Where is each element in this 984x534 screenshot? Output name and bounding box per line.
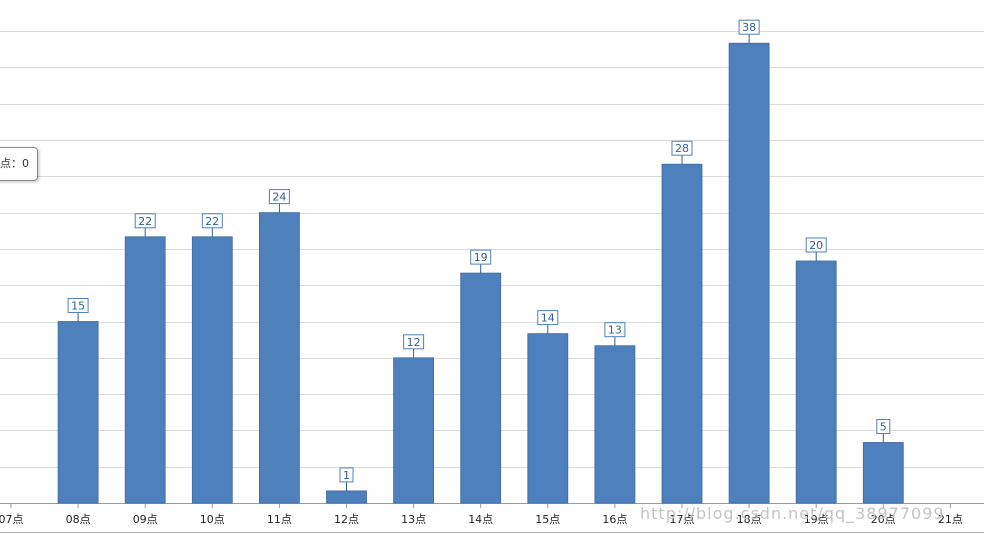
bar — [191, 236, 233, 504]
bar — [460, 272, 502, 504]
data-label: 14 — [541, 312, 555, 325]
x-tick-label: 08点 — [66, 513, 91, 526]
data-label-box — [738, 19, 760, 35]
x-tick-label: 09点 — [133, 513, 158, 526]
x-tick-label: 17点 — [670, 513, 695, 526]
bar — [661, 163, 703, 504]
data-label-box — [604, 322, 626, 338]
data-label-box — [671, 140, 693, 156]
x-tick-label: 15点 — [535, 513, 560, 526]
watermark: http://blog.csdn.net/qq_38977099 — [640, 504, 945, 523]
bar — [862, 442, 904, 504]
x-tick-label: 19点 — [804, 513, 829, 526]
data-label-box — [537, 310, 559, 326]
data-label: 22 — [205, 215, 219, 228]
x-tick-label: 13点 — [401, 513, 426, 526]
data-label-box — [268, 189, 290, 205]
data-label: 20 — [809, 239, 823, 252]
data-label-box — [403, 334, 425, 350]
x-tick-label: 21点 — [938, 513, 963, 526]
bar — [594, 345, 636, 504]
bar — [527, 333, 569, 504]
data-label-box — [67, 298, 89, 313]
bar — [124, 236, 166, 504]
x-tick-label: 20点 — [871, 513, 896, 526]
data-label: 15 — [71, 300, 85, 313]
data-label-box — [876, 419, 891, 434]
bar — [393, 357, 435, 504]
data-label: 38 — [742, 21, 756, 34]
x-tick-label: 14点 — [468, 513, 493, 526]
data-label-box — [805, 237, 827, 253]
x-tick-label: 11点 — [267, 513, 292, 526]
data-label-box — [134, 213, 156, 229]
bar — [258, 212, 300, 504]
data-label: 1 — [343, 469, 350, 482]
x-tick-label: 10点 — [200, 513, 225, 526]
data-label-box — [470, 249, 492, 265]
bar — [57, 321, 99, 504]
data-label: 13 — [608, 324, 622, 337]
data-label-box — [339, 467, 354, 483]
data-label: 24 — [272, 191, 286, 204]
data-label: 22 — [138, 215, 152, 228]
data-label: 19 — [474, 251, 488, 264]
data-label: 5 — [880, 421, 887, 434]
tooltip: 点：0 — [0, 147, 38, 181]
bar — [728, 42, 770, 504]
bar — [795, 260, 837, 504]
data-label-box — [201, 213, 223, 229]
x-tick-label: 18点 — [737, 513, 762, 526]
x-tick-label: 07点 — [0, 513, 24, 526]
bar — [326, 490, 367, 504]
data-label: 12 — [407, 336, 421, 349]
x-tick-label: 12点 — [334, 513, 359, 526]
x-tick-label: 16点 — [602, 513, 627, 526]
data-label: 28 — [675, 142, 689, 155]
